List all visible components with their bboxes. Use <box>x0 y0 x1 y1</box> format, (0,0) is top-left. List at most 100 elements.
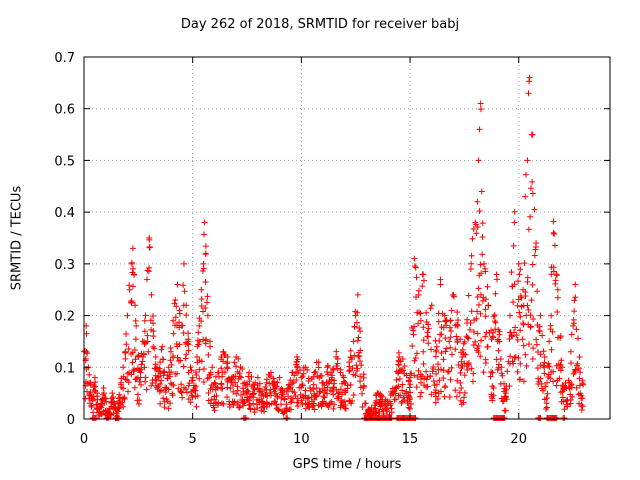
data-point <box>550 368 557 375</box>
data-point <box>130 367 137 374</box>
data-point-peak <box>537 312 544 319</box>
data-point <box>145 268 152 275</box>
data-point-peak <box>128 260 135 267</box>
data-point-peak <box>233 353 240 360</box>
data-point <box>289 380 296 387</box>
data-point <box>324 371 331 378</box>
data-point <box>537 375 544 382</box>
data-point <box>548 346 555 353</box>
data-point-peak <box>132 302 139 309</box>
data-point-peak <box>328 374 335 381</box>
data-point <box>382 402 389 409</box>
data-point <box>299 373 306 380</box>
data-point-peak <box>522 193 529 200</box>
data-point <box>438 324 445 331</box>
data-point <box>492 290 499 297</box>
data-point <box>401 390 408 397</box>
data-point-peak <box>98 400 105 407</box>
data-point-zero <box>284 415 291 421</box>
data-point <box>554 334 561 341</box>
data-point <box>506 382 513 389</box>
data-point <box>455 362 462 369</box>
data-point <box>224 365 231 372</box>
data-point-peak <box>129 245 136 252</box>
data-point-peak <box>485 302 492 309</box>
y-tick-label: 0.3 <box>54 258 75 273</box>
data-point <box>560 383 567 390</box>
data-point <box>461 372 468 379</box>
data-point <box>405 404 412 411</box>
data-point <box>408 401 415 408</box>
data-point-peak <box>463 333 470 340</box>
data-point <box>261 386 268 393</box>
data-point <box>123 331 130 338</box>
data-point <box>213 392 220 399</box>
data-point <box>388 409 395 416</box>
data-point <box>178 389 185 396</box>
data-point <box>223 394 230 401</box>
data-point <box>447 318 454 325</box>
data-point <box>131 366 138 373</box>
data-point-zero <box>92 415 99 421</box>
data-point <box>515 355 522 362</box>
x-axis-label: GPS time / hours <box>292 457 402 472</box>
data-point <box>575 400 582 407</box>
data-point <box>475 342 482 349</box>
data-point-peak <box>130 271 137 278</box>
data-point <box>433 370 440 377</box>
data-point <box>334 365 341 372</box>
data-layer <box>81 74 587 421</box>
data-point <box>351 324 358 331</box>
data-point <box>389 390 396 397</box>
data-point <box>136 378 143 385</box>
data-point <box>490 392 497 399</box>
data-point <box>547 322 554 329</box>
data-point <box>330 366 337 373</box>
data-point <box>377 391 384 398</box>
data-point <box>567 360 574 367</box>
data-point <box>473 230 480 237</box>
data-point <box>479 297 486 304</box>
data-point <box>220 358 227 365</box>
data-point <box>337 386 344 393</box>
data-point <box>290 379 297 386</box>
data-point <box>360 374 367 381</box>
data-point <box>279 390 286 397</box>
data-point <box>468 308 475 315</box>
data-point <box>108 395 115 402</box>
data-point-peak <box>126 286 133 293</box>
data-point <box>467 326 474 333</box>
x-tick-label: 10 <box>293 432 310 447</box>
data-point <box>454 309 461 316</box>
data-point <box>468 365 475 372</box>
data-point <box>538 385 545 392</box>
data-point-peak <box>94 390 101 397</box>
data-point <box>520 378 527 385</box>
y-tick-label: 0.5 <box>54 154 75 169</box>
data-point <box>470 341 477 348</box>
data-point <box>404 400 411 407</box>
data-point <box>487 373 494 380</box>
data-point <box>490 384 497 391</box>
data-point <box>376 399 383 406</box>
data-point <box>157 381 164 388</box>
data-point <box>170 330 177 337</box>
data-point <box>556 375 563 382</box>
data-point <box>550 378 557 385</box>
data-point <box>553 272 560 279</box>
data-point <box>517 266 524 273</box>
data-point <box>355 334 362 341</box>
data-point-peak <box>324 364 331 371</box>
data-point <box>239 402 246 409</box>
data-point-peak <box>396 353 403 360</box>
data-point-peak <box>302 364 309 371</box>
grid-layer <box>84 57 610 419</box>
data-point <box>144 338 151 345</box>
data-point <box>427 305 434 312</box>
data-point <box>348 356 355 363</box>
data-point <box>356 352 363 359</box>
data-point-peak <box>320 379 327 386</box>
data-point <box>464 334 471 341</box>
data-point <box>274 394 281 401</box>
data-point <box>268 392 275 399</box>
